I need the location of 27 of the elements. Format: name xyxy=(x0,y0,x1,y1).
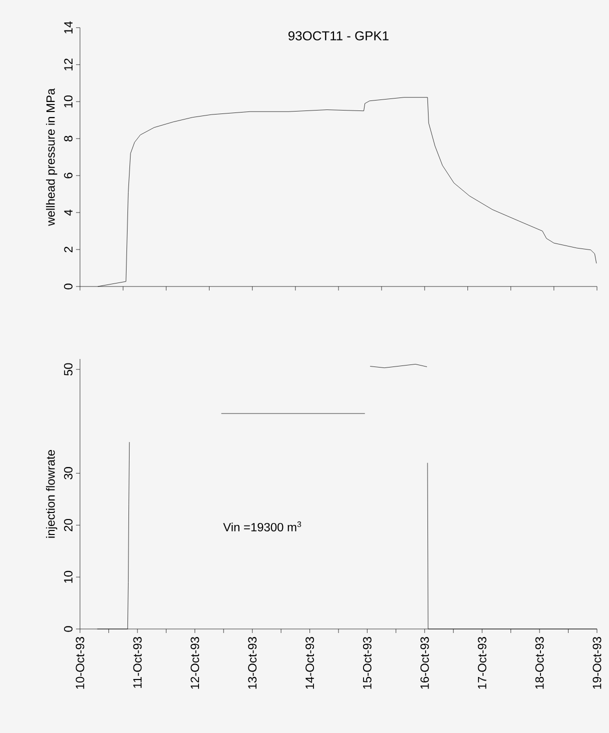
y-tick-label: 6 xyxy=(64,172,72,178)
y-tick-label: 2 xyxy=(64,246,72,252)
y-tick-label: 30 xyxy=(64,467,72,480)
y-tick-label: 0 xyxy=(64,284,72,290)
y-tick-label: 0 xyxy=(64,626,72,632)
x-tick-label: 17-Oct-93 xyxy=(478,637,486,689)
y-tick-label: 50 xyxy=(64,363,72,376)
x-tick-label: 12-Oct-93 xyxy=(190,637,200,689)
y-tick-label: 4 xyxy=(64,210,72,216)
y-tick-label: 12 xyxy=(64,58,72,70)
y-axis-title: wellhead pressure in MPa xyxy=(46,88,58,226)
x-tick-label: 13-Oct-93 xyxy=(248,637,257,689)
x-tick-label: 11-Oct-93 xyxy=(133,637,142,688)
y-tick-label: 10 xyxy=(64,570,72,583)
y-tick-label: 20 xyxy=(64,518,72,532)
annotation: Vin =19300 m$^{3}$ xyxy=(223,521,302,532)
y-tick-label: 10 xyxy=(64,95,72,108)
y-tick-label: 14 xyxy=(64,21,72,34)
x-tick-label: 16-Oct-93 xyxy=(420,637,429,689)
y-axis-title: injection flowrate xyxy=(46,450,58,538)
x-tick-label: 14-Oct-93 xyxy=(306,637,314,689)
y-tick-label: 8 xyxy=(64,136,72,142)
x-tick-label: 19-Oct-93 xyxy=(592,637,602,689)
x-tick-label: 15-Oct-93 xyxy=(362,637,372,689)
chart-title: 93OCT11 - GPK1 xyxy=(288,31,388,40)
x-tick-label: 10-Oct-93 xyxy=(76,637,84,689)
x-tick-label: 18-Oct-93 xyxy=(535,637,544,689)
